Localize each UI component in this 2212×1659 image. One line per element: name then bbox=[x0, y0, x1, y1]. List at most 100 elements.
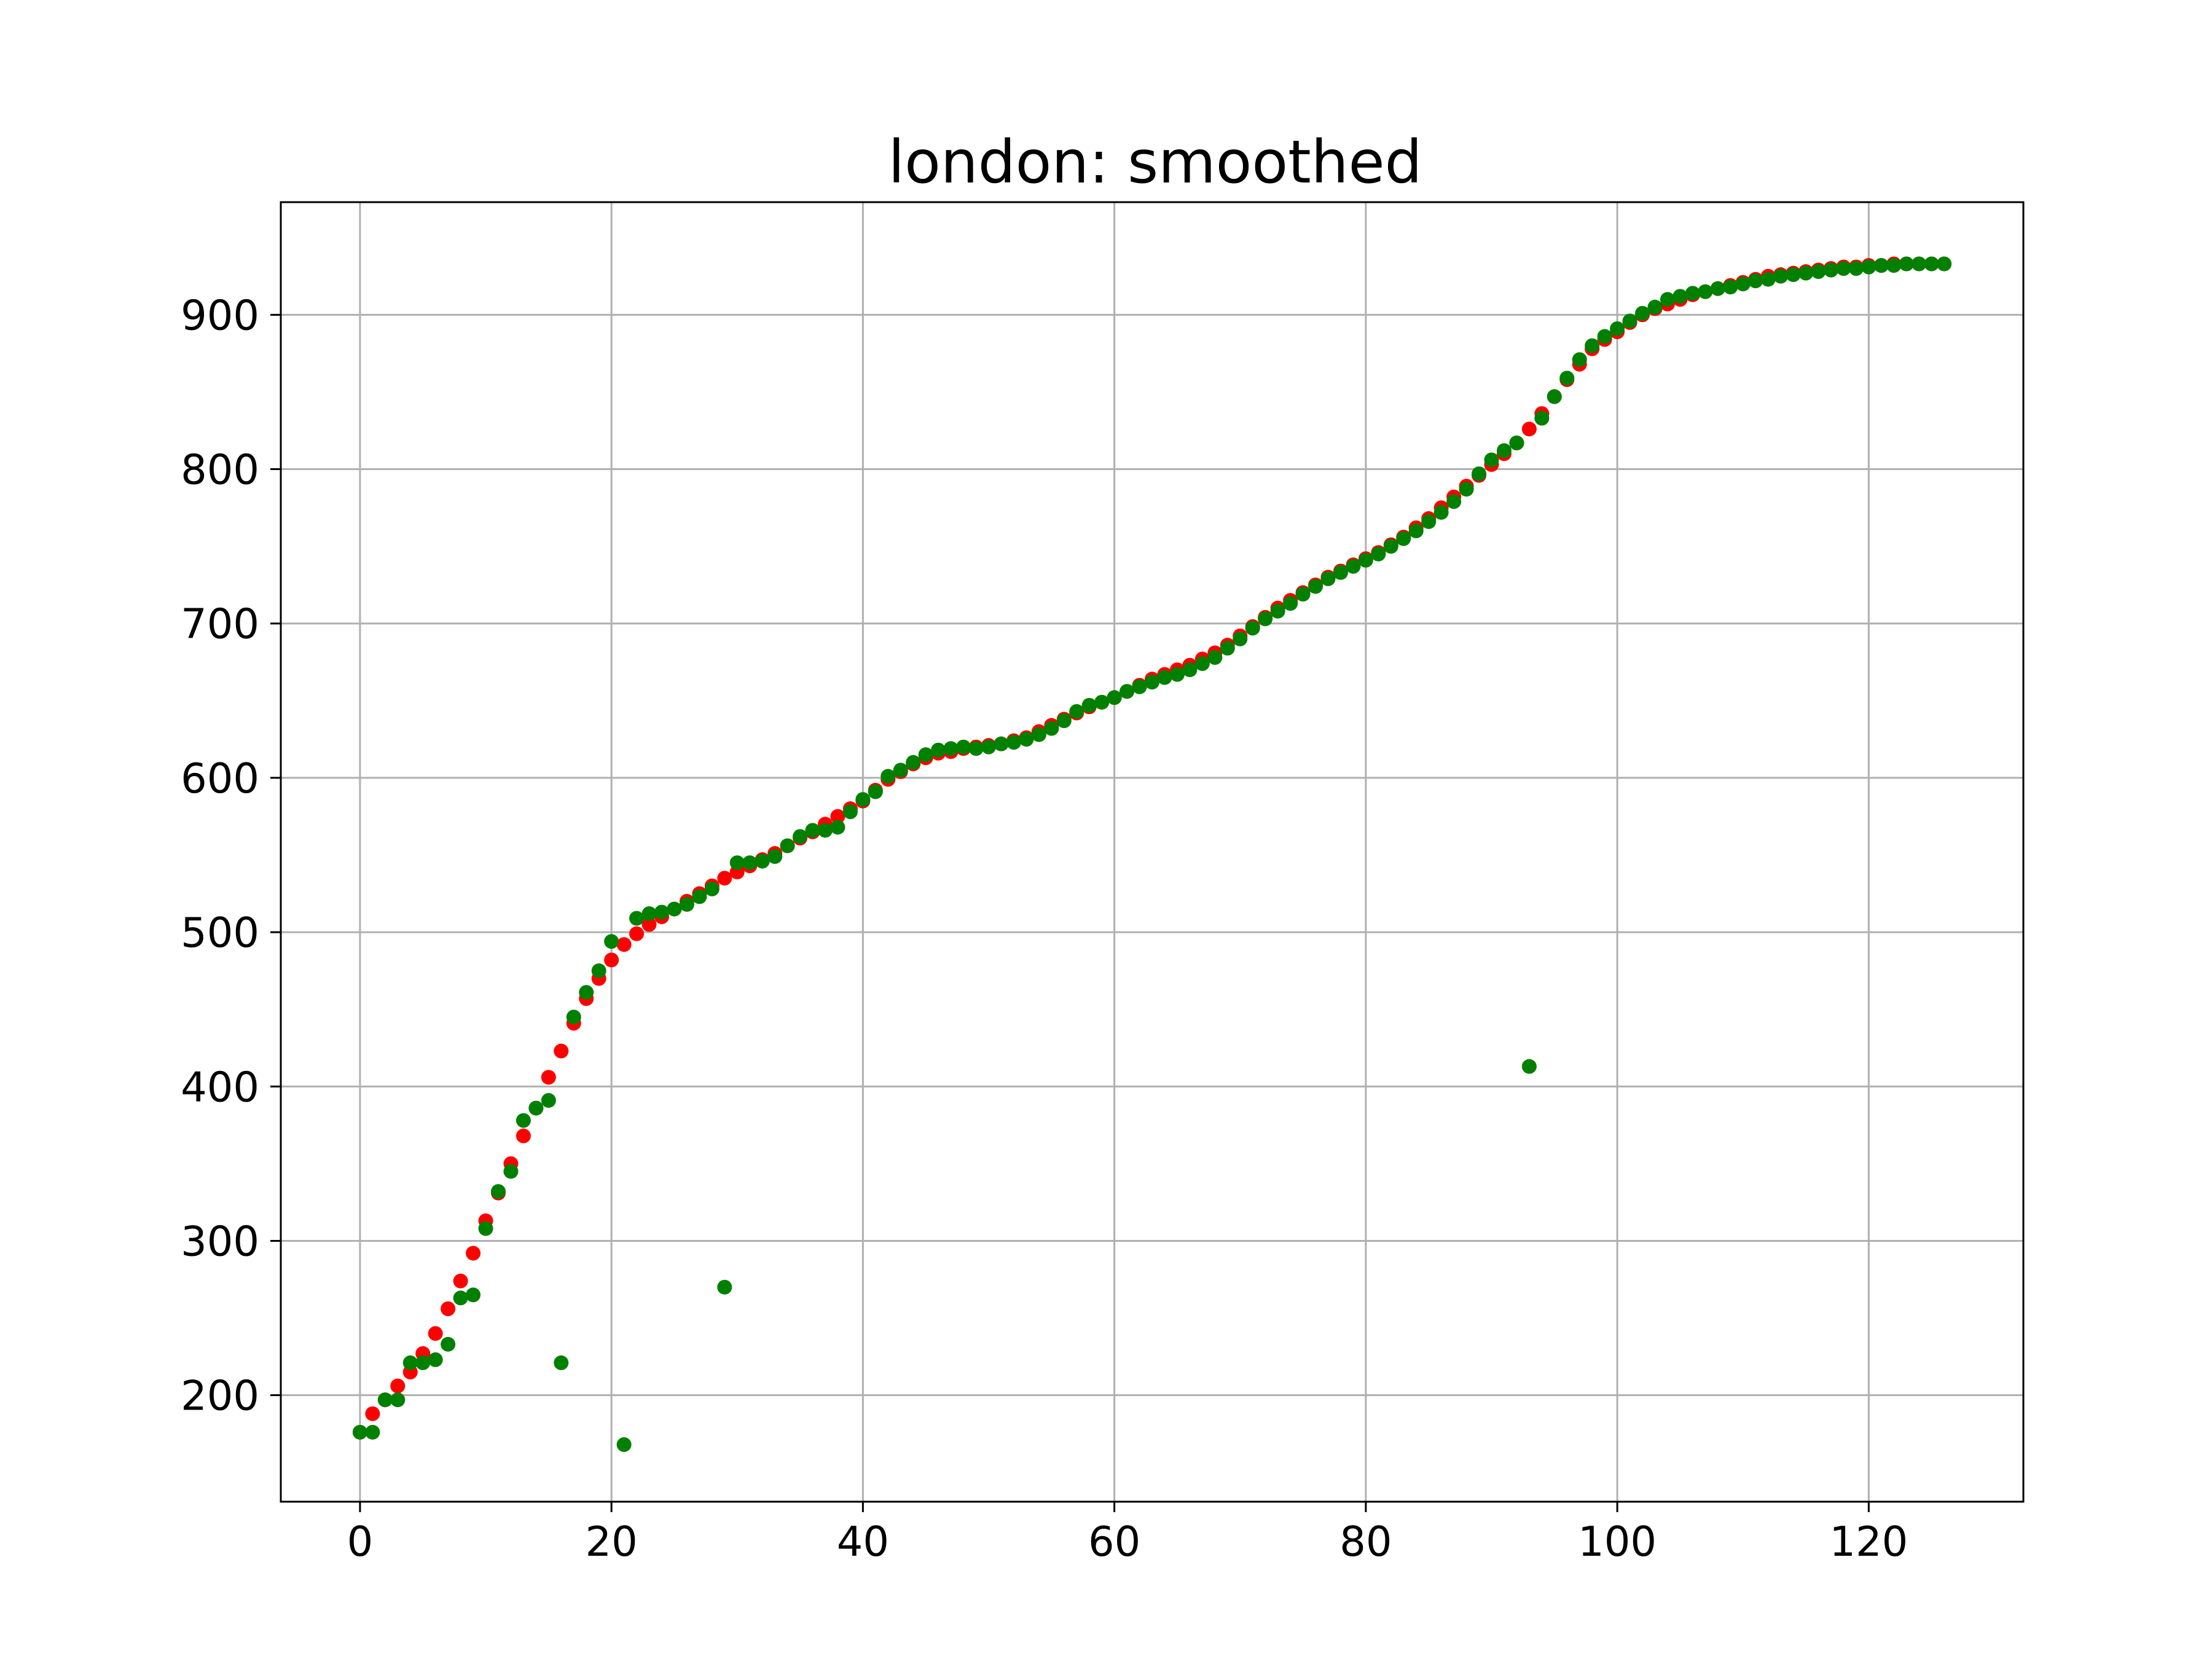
data-point bbox=[478, 1221, 493, 1236]
data-point bbox=[490, 1184, 506, 1199]
data-point bbox=[1735, 276, 1751, 292]
chart-title: london: smoothed bbox=[888, 128, 1422, 197]
data-point bbox=[943, 741, 959, 756]
data-point bbox=[1182, 662, 1198, 678]
data-point bbox=[1786, 267, 1801, 283]
data-point bbox=[855, 792, 871, 807]
data-point bbox=[1245, 621, 1260, 636]
data-point bbox=[629, 911, 645, 926]
data-point bbox=[981, 739, 996, 755]
data-point bbox=[466, 1245, 481, 1261]
data-point bbox=[1383, 539, 1398, 554]
data-point bbox=[1861, 259, 1877, 275]
data-point bbox=[1496, 443, 1512, 458]
data-point bbox=[1748, 273, 1763, 289]
data-point bbox=[880, 769, 896, 784]
data-point bbox=[1610, 321, 1625, 336]
data-point bbox=[566, 1010, 581, 1025]
data-point bbox=[516, 1113, 531, 1128]
data-point bbox=[931, 742, 946, 758]
y-tick-label: 400 bbox=[181, 1063, 259, 1111]
data-point bbox=[1660, 292, 1675, 307]
data-point bbox=[717, 871, 732, 886]
data-point bbox=[704, 881, 720, 896]
data-point bbox=[1559, 371, 1575, 386]
data-point bbox=[1585, 338, 1600, 353]
data-point bbox=[742, 855, 758, 871]
data-point bbox=[1094, 694, 1110, 710]
data-point bbox=[453, 1273, 468, 1288]
data-point bbox=[503, 1164, 519, 1179]
data-point bbox=[1773, 269, 1789, 284]
data-point bbox=[428, 1352, 443, 1367]
data-point bbox=[918, 747, 933, 763]
data-point bbox=[390, 1392, 406, 1408]
data-point bbox=[654, 904, 669, 920]
data-point bbox=[1145, 675, 1159, 690]
data-point bbox=[1157, 670, 1172, 685]
x-tick-label: 20 bbox=[586, 1518, 638, 1566]
grid-lines bbox=[281, 202, 2023, 1502]
data-point bbox=[1295, 587, 1311, 602]
data-point bbox=[1371, 546, 1386, 562]
axis-ticks: 0 20 40 60 80 100 120 200 300 400 500 600 700 800 900 bbox=[181, 291, 1908, 1566]
data-point bbox=[1056, 713, 1072, 728]
data-point bbox=[1521, 422, 1537, 437]
data-point bbox=[1534, 410, 1550, 426]
data-point bbox=[1723, 280, 1738, 295]
data-point bbox=[1472, 466, 1487, 482]
data-point bbox=[1912, 256, 1927, 272]
data-point bbox=[579, 985, 594, 1000]
data-point bbox=[1873, 257, 1889, 273]
data-point bbox=[1484, 452, 1499, 468]
data-point bbox=[1194, 656, 1210, 672]
data-point bbox=[516, 1128, 531, 1143]
data-point bbox=[968, 741, 984, 756]
data-point bbox=[1647, 299, 1663, 315]
data-point bbox=[616, 937, 632, 952]
data-point bbox=[616, 1437, 632, 1453]
data-point bbox=[441, 1336, 456, 1352]
data-point bbox=[830, 820, 845, 835]
data-point bbox=[402, 1355, 418, 1370]
data-point bbox=[1308, 579, 1324, 594]
data-point bbox=[1346, 559, 1361, 574]
data-point bbox=[956, 739, 971, 755]
data-point bbox=[1233, 631, 1248, 646]
data-point bbox=[1396, 531, 1411, 546]
series-1 bbox=[352, 256, 1952, 1453]
data-point bbox=[1798, 265, 1814, 281]
data-point bbox=[1459, 482, 1474, 497]
data-point bbox=[641, 906, 657, 921]
data-point bbox=[1107, 690, 1122, 705]
data-point bbox=[1044, 721, 1059, 736]
y-tick-label: 900 bbox=[181, 291, 259, 339]
data-point bbox=[554, 1043, 569, 1059]
data-point bbox=[415, 1355, 431, 1370]
data-point bbox=[1572, 352, 1587, 367]
data-point bbox=[717, 1279, 732, 1295]
data-point bbox=[591, 963, 606, 978]
data-point bbox=[667, 901, 682, 917]
data-point bbox=[466, 1287, 481, 1303]
data-point bbox=[1019, 732, 1034, 747]
data-point bbox=[365, 1406, 380, 1421]
data-point bbox=[868, 784, 883, 799]
data-point bbox=[1421, 514, 1437, 529]
data-point bbox=[755, 853, 770, 869]
data-point bbox=[528, 1100, 544, 1116]
data-point bbox=[554, 1355, 569, 1370]
y-tick-label: 700 bbox=[181, 600, 259, 648]
data-series bbox=[352, 256, 1952, 1453]
x-tick-label: 80 bbox=[1339, 1518, 1392, 1566]
data-point bbox=[1169, 667, 1185, 682]
data-point bbox=[428, 1326, 443, 1341]
data-point bbox=[805, 823, 820, 838]
data-point bbox=[604, 934, 619, 949]
data-point bbox=[1283, 596, 1298, 611]
data-point bbox=[1597, 329, 1612, 344]
data-point bbox=[1685, 286, 1700, 301]
data-point bbox=[1886, 257, 1902, 273]
